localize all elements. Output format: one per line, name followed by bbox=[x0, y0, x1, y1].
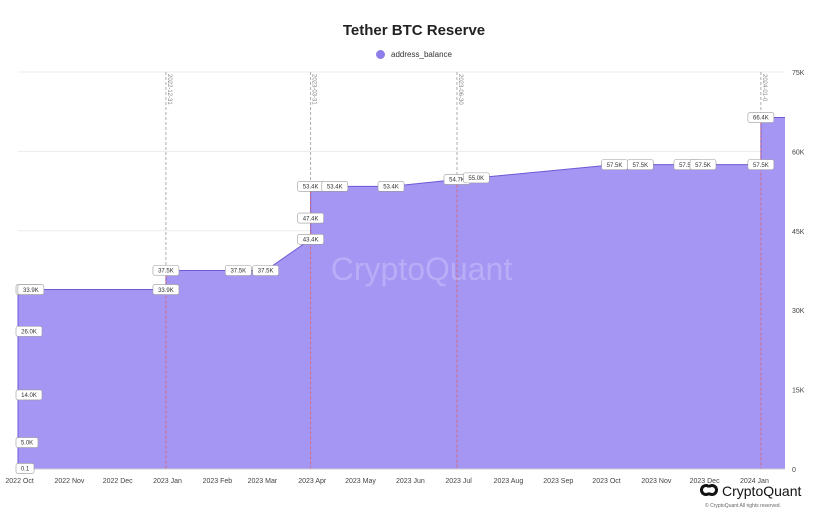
brand-logo: CryptoQuant bbox=[700, 483, 801, 499]
data-label: 37.5K bbox=[258, 269, 274, 275]
data-label-box bbox=[321, 181, 349, 192]
y-tick-label: 15K bbox=[792, 388, 805, 395]
y-tick-label: 30K bbox=[792, 308, 805, 315]
data-label-box bbox=[15, 437, 39, 448]
x-tick-label: 2023 May bbox=[345, 478, 376, 485]
data-label: 57.5K bbox=[607, 163, 623, 169]
data-label-box bbox=[747, 112, 775, 123]
data-label-box bbox=[689, 159, 717, 170]
data-label: 33.9K bbox=[23, 288, 39, 294]
data-label: 43.4K bbox=[303, 237, 319, 243]
data-label-box bbox=[15, 326, 43, 337]
x-tick-label: 2023 Jan bbox=[153, 478, 182, 485]
x-tick-label: 2024 Jan bbox=[740, 478, 769, 485]
x-tick-label: 2023 Nov bbox=[641, 478, 671, 485]
data-label: 66.4K bbox=[753, 116, 769, 122]
reference-line-label: 2022-12-31 bbox=[166, 74, 172, 105]
cryptoquant-logo-icon bbox=[700, 484, 718, 498]
legend-label: address_balance bbox=[391, 50, 452, 59]
series-area bbox=[18, 117, 785, 469]
x-tick-label: 2023 Oct bbox=[592, 478, 620, 485]
legend[interactable]: address_balance bbox=[0, 50, 828, 59]
y-tick-label: 0 bbox=[792, 467, 796, 474]
data-label: 37.5K bbox=[158, 269, 174, 275]
x-tick-label: 2023 Jun bbox=[396, 478, 425, 485]
data-label-box bbox=[15, 463, 35, 474]
data-label-box bbox=[462, 172, 490, 184]
reference-line-label: 2023-06-30 bbox=[457, 74, 463, 105]
data-label-box bbox=[252, 265, 279, 276]
data-label: 53.4K bbox=[327, 185, 343, 191]
data-label: 33.9K bbox=[158, 288, 174, 294]
reference-line-label: 2024-01-0 bbox=[761, 74, 767, 102]
data-label-box bbox=[17, 284, 45, 295]
x-tick-label: 2023 Mar bbox=[248, 478, 278, 485]
data-label: 57.5K bbox=[695, 163, 711, 169]
legend-swatch bbox=[376, 50, 386, 59]
data-label: 57.5K bbox=[632, 163, 648, 169]
data-label-box bbox=[152, 265, 180, 276]
data-label: 26.0K bbox=[21, 330, 37, 336]
x-tick-label: 2023 Aug bbox=[494, 478, 524, 485]
data-label: 14.0K bbox=[21, 393, 37, 399]
data-label-box bbox=[626, 159, 654, 170]
data-label: 53.4K bbox=[303, 185, 319, 191]
data-label: 47.4K bbox=[303, 216, 319, 222]
x-tick-label: 2023 Jul bbox=[445, 478, 472, 485]
data-label: 54.7K bbox=[449, 178, 465, 184]
copyright-text: © CryptoQuant All rights reserved. bbox=[705, 503, 781, 509]
x-tick-label: 2022 Oct bbox=[5, 478, 33, 485]
data-label-box bbox=[15, 389, 43, 401]
data-label: 53.4K bbox=[383, 185, 399, 191]
x-tick-label: 2023 Dec bbox=[690, 478, 720, 485]
brand-name: CryptoQuant bbox=[722, 483, 802, 499]
data-label-box bbox=[297, 212, 324, 224]
data-label: 55.0K bbox=[468, 176, 484, 182]
data-label-box bbox=[297, 233, 324, 245]
data-label: 57.5K bbox=[753, 163, 769, 169]
x-tick-label: 2023 Feb bbox=[203, 478, 233, 485]
chart-title: Tether BTC Reserve bbox=[342, 22, 486, 39]
data-label: 37.5K bbox=[230, 269, 246, 275]
data-label: 0.1 bbox=[21, 467, 30, 473]
watermark: CryptoQuant bbox=[331, 251, 513, 287]
x-tick-label: 2022 Nov bbox=[54, 478, 84, 485]
data-label-box bbox=[747, 159, 775, 170]
y-tick-label: 60K bbox=[792, 149, 805, 156]
x-tick-label: 2023 Sep bbox=[543, 478, 573, 485]
data-label-box bbox=[224, 265, 252, 276]
x-tick-label: 2023 Apr bbox=[298, 478, 327, 485]
data-label: 57.5K bbox=[679, 163, 695, 169]
y-tick-label: 75K bbox=[792, 70, 805, 77]
reference-line-label: 2023-03-31 bbox=[311, 74, 317, 105]
x-tick-label: 2022 Dec bbox=[103, 478, 133, 485]
y-tick-label: 45K bbox=[792, 229, 805, 236]
data-label: 5.0K bbox=[21, 441, 33, 447]
data-label-box bbox=[377, 181, 405, 192]
data-label-box bbox=[152, 284, 180, 295]
